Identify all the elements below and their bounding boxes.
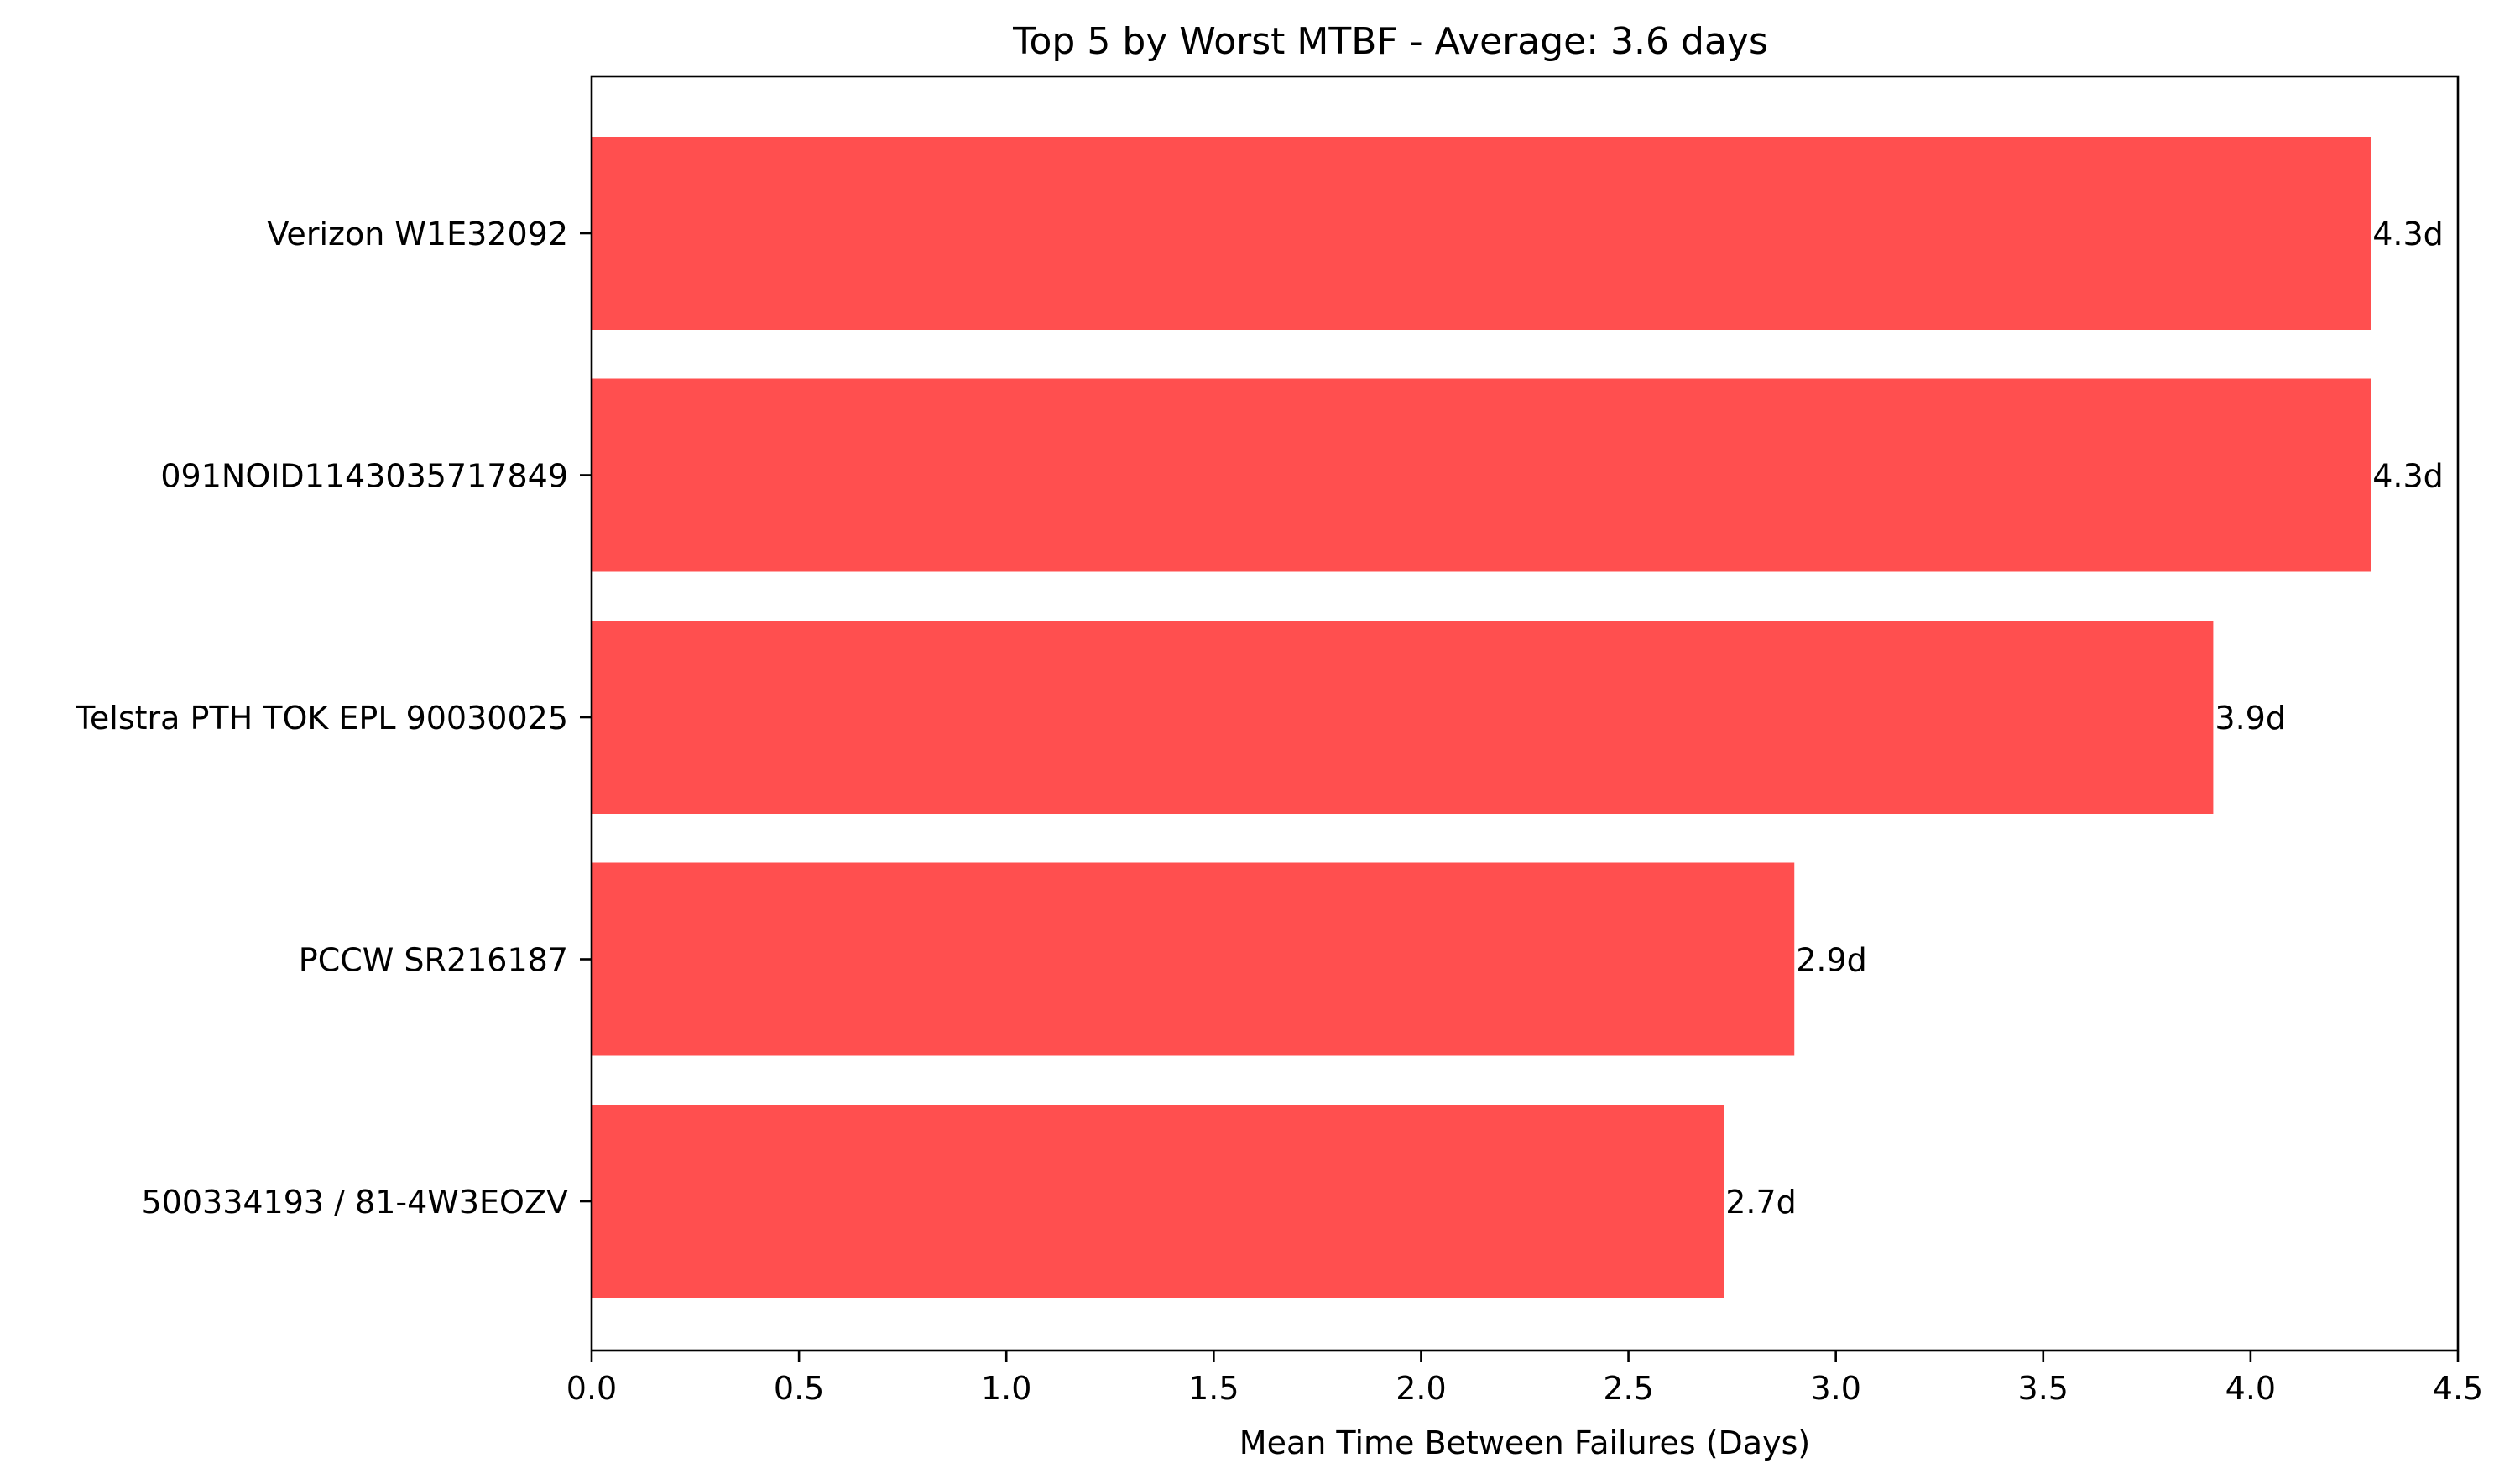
y-tick-label: Verizon W1E32092: [267, 216, 568, 253]
axes-frame: [590, 75, 2460, 1352]
bar: [592, 621, 2214, 814]
bar: [592, 1105, 1724, 1298]
data-labels-layer: 4.3d 4.3d 3.9d 2.9d 2.7d: [1725, 216, 2444, 1221]
bar: [592, 378, 2371, 572]
x-tick-label: 2.0: [1396, 1370, 1446, 1407]
y-axis-ticks: Verizon W1E32092 091NOID1143035717849 Tels…: [75, 216, 592, 1221]
y-tick-label: Telstra PTH TOK EPL 90030025: [75, 700, 568, 737]
x-tick-label: 1.5: [1188, 1370, 1239, 1407]
x-axis-ticks: 0.0 0.5 1.0 1.5 2.0 2.5 3.0 3.5 4.0 4.5: [566, 1351, 2483, 1407]
x-tick-label: 2.5: [1603, 1370, 1653, 1407]
x-axis-label: Mean Time Between Failures (Days): [1239, 1424, 1810, 1461]
x-tick-label: 0.5: [774, 1370, 824, 1407]
y-tick-label: PCCW SR216187: [299, 942, 568, 979]
x-tick-label: 3.0: [1810, 1370, 1860, 1407]
bar: [592, 137, 2371, 330]
x-tick-label: 0.0: [566, 1370, 617, 1407]
chart-title: Top 5 by Worst MTBF - Average: 3.6 days: [1012, 20, 1768, 63]
x-tick-label: 3.5: [2018, 1370, 2069, 1407]
bar-value-label: 2.7d: [1725, 1184, 1797, 1221]
bar-value-label: 4.3d: [2372, 458, 2444, 495]
bar-value-label: 4.3d: [2372, 216, 2444, 253]
bar-value-label: 3.9d: [2215, 700, 2286, 737]
bar-value-label: 2.9d: [1796, 942, 1867, 979]
bars-layer: [592, 137, 2371, 1298]
x-tick-label: 1.0: [981, 1370, 1031, 1407]
y-tick-label: 500334193 / 81-4W3EOZV: [142, 1184, 569, 1221]
bar: [592, 862, 1795, 1056]
x-tick-label: 4.0: [2225, 1370, 2276, 1407]
y-tick-label: 091NOID1143035717849: [160, 458, 568, 495]
x-tick-label: 4.5: [2433, 1370, 2483, 1407]
